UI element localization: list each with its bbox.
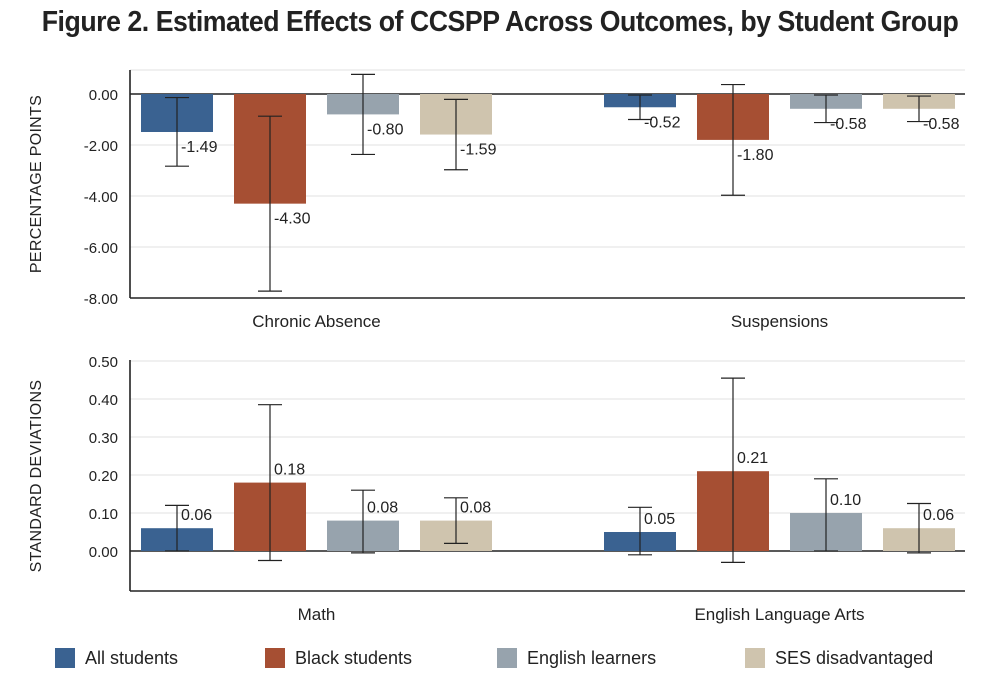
data-label: -0.58 — [923, 116, 960, 133]
y-tick-label: 0.20 — [89, 468, 118, 485]
category-label-suspensions: Suspensions — [731, 312, 828, 331]
legend-label-ses-disadvantaged: SES disadvantaged — [775, 647, 934, 668]
data-label: 0.21 — [737, 450, 768, 467]
legend-item-ses-disadvantaged: SES disadvantaged — [745, 646, 933, 670]
legend-swatch-ses-disadvantaged — [745, 648, 765, 668]
data-label: -1.59 — [460, 142, 497, 159]
panel-top-absence-suspensions: 0.00 -2.00 -4.00 -6.00 -8.00 PERCENTAGE POINT… — [28, 69, 965, 331]
legend-item-all-students: All students — [55, 646, 178, 670]
legend-item-black-students: Black students — [265, 646, 412, 670]
data-label: 0.08 — [367, 500, 398, 517]
data-label: 0.06 — [923, 507, 954, 524]
legend-item-english-learners: English learners — [497, 646, 656, 670]
category-label-chronic-absence: Chronic Absence — [252, 312, 381, 331]
data-label: 0.18 — [274, 462, 305, 479]
y-tick-label: 0.30 — [89, 430, 118, 447]
y-tick-label: -6.00 — [84, 240, 118, 257]
y-axis-label: STANDARD DEVIATIONS — [28, 380, 45, 573]
legend-swatch-all-students — [55, 648, 75, 668]
y-axis-label: PERCENTAGE POINTS — [28, 95, 45, 273]
y-tick-label: -4.00 — [84, 189, 118, 206]
y-tick-label: -2.00 — [84, 138, 118, 155]
category-label-english-language-arts: English Language Arts — [694, 605, 864, 624]
legend-swatch-english-learners — [497, 648, 517, 668]
data-label: -1.80 — [737, 147, 774, 164]
y-tick-label: 0.40 — [89, 392, 118, 409]
category-label-math: Math — [298, 605, 336, 624]
data-label: -0.80 — [367, 121, 404, 138]
data-label: -0.58 — [830, 116, 867, 133]
data-label: -0.52 — [644, 114, 681, 131]
data-label: 0.10 — [830, 492, 861, 509]
panel-bottom-math-ela: 0.00 0.10 0.20 0.30 0.40 0.50 STANDARD DEVIATI… — [28, 354, 965, 624]
data-label: -1.49 — [181, 139, 218, 156]
legend-label-black-students: Black students — [295, 647, 413, 668]
y-tick-label: 0.10 — [89, 506, 118, 523]
legend-label-all-students: All students — [85, 647, 179, 668]
data-label: 0.05 — [644, 511, 675, 528]
legend-swatch-black-students — [265, 648, 285, 668]
figure-title: Figure 2. Estimated Effects of CCSPP Acr… — [41, 6, 959, 38]
y-tick-label: 0.00 — [89, 544, 118, 561]
y-tick-label: 0.00 — [89, 87, 118, 104]
data-label: 0.06 — [181, 507, 212, 524]
y-tick-label: -8.00 — [84, 291, 118, 308]
data-label: -4.30 — [274, 211, 311, 228]
data-label: 0.08 — [460, 500, 491, 517]
y-tick-label: 0.50 — [89, 354, 118, 371]
legend-label-english-learners: English learners — [527, 647, 657, 668]
